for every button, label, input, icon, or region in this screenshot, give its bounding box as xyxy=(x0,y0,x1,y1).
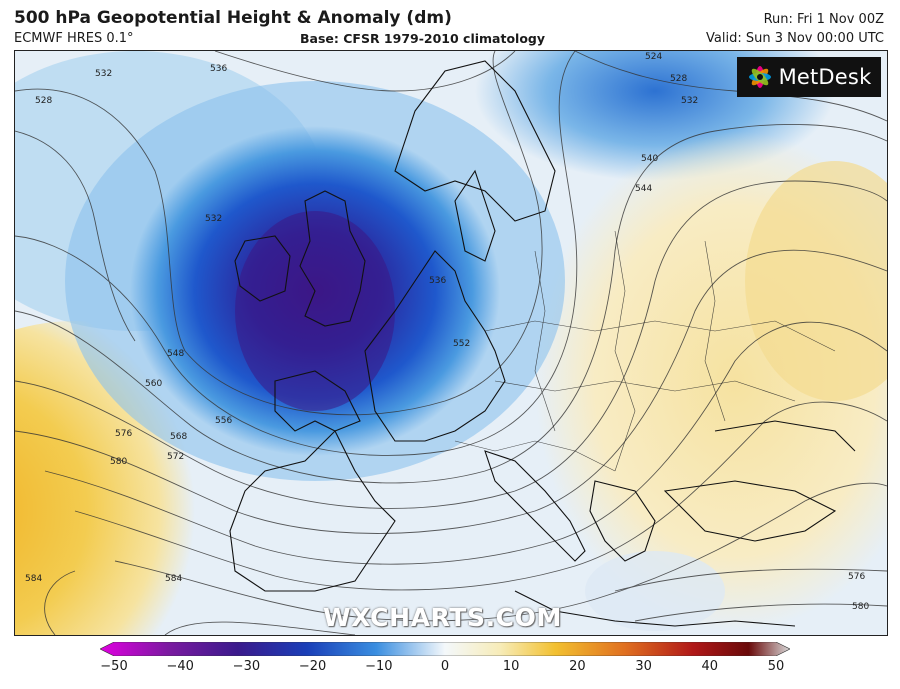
contour-line xyxy=(614,568,887,592)
contour-label: 552 xyxy=(453,339,470,349)
contour-label: 532 xyxy=(681,96,698,106)
denmark-outline xyxy=(454,169,496,262)
contour-line xyxy=(164,621,356,635)
logo-text: MetDesk xyxy=(778,65,872,89)
contour-labels: 524 528 528 532 532 532 536 536 540 544 548 552 556 5… xyxy=(25,52,869,612)
contour-line xyxy=(15,180,887,509)
contour-label: 584 xyxy=(165,574,182,584)
contour-label: 576 xyxy=(115,429,132,439)
anomaly-map: 524 528 528 532 532 532 536 536 540 544 548 552 556 5… xyxy=(15,51,887,635)
colorbar-tick-label: 50 xyxy=(767,659,785,674)
colorbar-tick-label: 30 xyxy=(635,659,652,674)
contour-label: 528 xyxy=(670,74,687,84)
contour-line xyxy=(114,482,887,622)
contour-line xyxy=(44,570,76,635)
colorbar-tick-label: 10 xyxy=(502,659,520,674)
colorbar-tick-label: −10 xyxy=(365,659,393,674)
contour-line xyxy=(15,130,136,342)
contour-line xyxy=(15,249,887,534)
mediterranean-weak-anomaly xyxy=(585,551,725,631)
metdesk-starburst-icon xyxy=(748,66,771,88)
climatology-base-label: Base: CFSR 1979-2010 climatology xyxy=(300,31,546,46)
contour-label: 532 xyxy=(205,214,222,224)
country-borders xyxy=(454,230,836,472)
colorbar-tick-label: −40 xyxy=(166,659,194,674)
border-line xyxy=(614,230,636,472)
russia-positive-anomaly xyxy=(745,161,887,401)
colorbar-tick-label: 20 xyxy=(569,659,586,674)
colorbar-tick-label: 0 xyxy=(440,659,450,674)
colorbar-tick-label: −30 xyxy=(232,659,261,674)
north-africa-coast xyxy=(514,590,796,627)
contour-line xyxy=(15,51,578,456)
border-line xyxy=(484,320,836,352)
contour-label: 576 xyxy=(848,572,865,582)
contour-label: 536 xyxy=(210,64,227,74)
contour-line xyxy=(214,51,516,92)
contour-line xyxy=(15,123,887,484)
contour-line xyxy=(634,603,887,622)
contour-label: 528 xyxy=(35,96,52,106)
colorbar-tick-label: −20 xyxy=(298,659,327,674)
anomaly-colorbar xyxy=(100,642,790,656)
colorbar-tick-label: −50 xyxy=(100,659,128,674)
great-britain-outline xyxy=(299,190,366,327)
map-panel: 524 528 528 532 532 532 536 536 540 544 548 552 556 5… xyxy=(14,50,888,636)
black-sea-coast xyxy=(714,420,856,452)
contour-label: 524 xyxy=(645,52,662,62)
border-line xyxy=(454,440,616,472)
contour-label: 536 xyxy=(429,276,446,286)
border-line xyxy=(534,250,556,432)
contour-line xyxy=(15,51,543,416)
coastlines xyxy=(229,60,856,627)
france-benelux-outline xyxy=(364,250,506,442)
iberia-outline xyxy=(229,430,396,592)
contour-label: 560 xyxy=(145,379,162,389)
contour-line xyxy=(74,401,887,591)
border-line xyxy=(494,380,796,402)
contour-label: 540 xyxy=(641,154,658,164)
border-line xyxy=(704,240,726,422)
chart-title: 500 hPa Geopotential Height & Anomaly (d… xyxy=(14,8,452,28)
turkey-outline xyxy=(663,480,837,542)
ireland-outline xyxy=(234,235,291,302)
contour-label: 580 xyxy=(110,457,127,467)
italy-outline xyxy=(484,450,586,562)
contour-label: 568 xyxy=(170,432,187,442)
contour-label: 584 xyxy=(25,574,42,584)
low-core-anomaly xyxy=(235,211,395,411)
metdesk-logo: MetDesk xyxy=(737,57,881,97)
contour-label: 556 xyxy=(215,416,232,426)
wxcharts-watermark: WXCHARTS.COM xyxy=(323,603,562,632)
colorbar-tick-label: 40 xyxy=(701,659,719,674)
scandinavia-outline xyxy=(394,60,556,222)
balkans-outline xyxy=(589,480,656,562)
contour-label: 532 xyxy=(95,69,112,79)
contour-label: 544 xyxy=(635,184,652,194)
contour-line xyxy=(574,51,887,122)
contour-label: 572 xyxy=(167,452,184,462)
contour-label: 548 xyxy=(167,349,184,359)
model-label: ECMWF HRES 0.1° xyxy=(14,31,134,46)
run-time-label: Run: Fri 1 Nov 00Z xyxy=(763,12,884,27)
valid-time-label: Valid: Sun 3 Nov 00:00 UTC xyxy=(706,31,884,46)
contour-label: 580 xyxy=(852,602,869,612)
